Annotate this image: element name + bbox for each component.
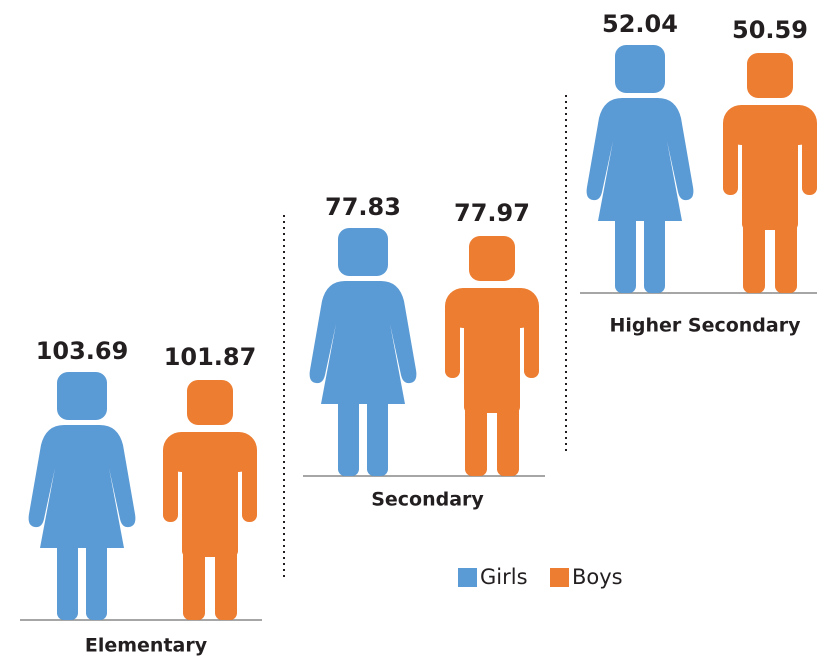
figure	[309, 228, 417, 476]
value-label: 50.59	[732, 16, 808, 44]
leg	[465, 396, 487, 476]
arm	[802, 118, 817, 195]
head	[338, 228, 388, 276]
leg	[644, 213, 665, 293]
category-label: Elementary	[85, 635, 208, 657]
head	[747, 53, 793, 98]
torso	[742, 105, 798, 230]
value-label: 77.97	[454, 199, 530, 227]
figure	[723, 53, 817, 293]
head	[469, 236, 515, 281]
leg	[775, 213, 797, 293]
figure	[445, 236, 539, 476]
value-label: 77.83	[325, 193, 401, 221]
head	[57, 372, 107, 420]
figure	[28, 372, 136, 620]
leg	[86, 540, 107, 620]
arm	[445, 301, 460, 378]
category-label: Secondary	[371, 489, 484, 511]
leg	[367, 396, 388, 476]
value-label: 52.04	[602, 10, 678, 38]
dress	[28, 425, 136, 548]
leg	[215, 540, 237, 620]
dress	[309, 281, 417, 404]
leg	[57, 540, 78, 620]
figure	[586, 45, 694, 293]
leg	[743, 213, 765, 293]
legend-swatch	[550, 568, 569, 587]
leg	[338, 396, 359, 476]
figure	[163, 380, 257, 620]
leg	[183, 540, 205, 620]
value-label: 101.87	[164, 343, 257, 371]
arm	[723, 118, 738, 195]
value-label: 103.69	[36, 337, 129, 365]
arm	[163, 445, 178, 522]
arm	[524, 301, 539, 378]
category-label: Higher Secondary	[609, 315, 801, 337]
legend-label: Boys	[572, 565, 623, 589]
torso	[182, 432, 238, 557]
leg	[497, 396, 519, 476]
arm	[242, 445, 257, 522]
dress	[586, 98, 694, 221]
legend-swatch	[458, 568, 477, 587]
head	[187, 380, 233, 425]
legend-label: Girls	[480, 565, 528, 589]
head	[615, 45, 665, 93]
leg	[615, 213, 636, 293]
torso	[464, 288, 520, 413]
